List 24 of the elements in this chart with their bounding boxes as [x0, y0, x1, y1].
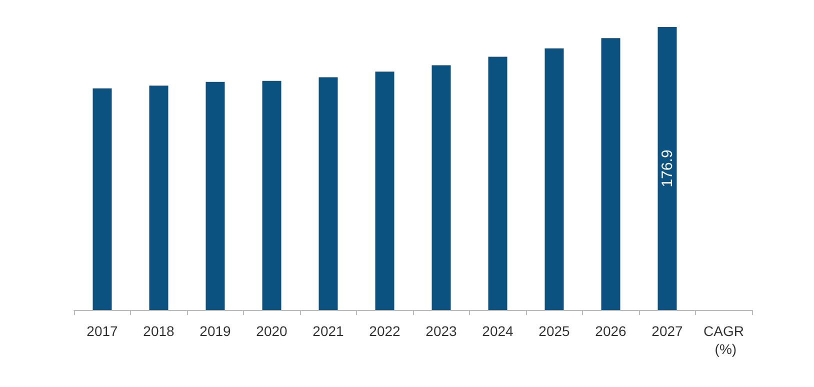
data-label: 176.9	[658, 150, 676, 188]
bar	[318, 77, 338, 310]
x-tick-label: 2027	[652, 323, 684, 339]
x-tick-label: 2021	[312, 323, 344, 339]
bar	[658, 26, 677, 310]
bar	[262, 80, 282, 310]
x-tick-label: 2018	[143, 323, 175, 339]
bar	[375, 72, 394, 310]
x-tick-label: 2025	[538, 323, 570, 339]
x-tick-label: 2022	[369, 323, 401, 339]
bar	[432, 65, 451, 310]
x-tick-label: 2019	[200, 323, 232, 339]
bar	[601, 38, 620, 310]
bar	[149, 86, 168, 310]
x-tick-label: 2026	[595, 323, 627, 339]
x-tick-label: CAGR (%)	[704, 323, 744, 357]
bar	[544, 48, 564, 310]
x-tick-label: 2020	[256, 323, 288, 339]
bar	[92, 88, 112, 310]
x-tick-label: 2023	[426, 323, 458, 339]
x-tick-label: 2024	[482, 323, 514, 339]
bar	[206, 82, 225, 310]
x-tick-label: 2017	[86, 323, 118, 339]
bar	[488, 56, 508, 310]
